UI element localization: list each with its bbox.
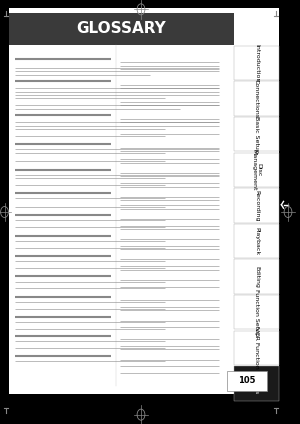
Text: Connections: Connections [254, 79, 259, 118]
Text: Playback: Playback [254, 227, 259, 255]
Bar [234, 331, 279, 365]
Text: 105: 105 [238, 376, 255, 385]
Text: Disc
Management: Disc Management [252, 149, 261, 190]
Text: Recording: Recording [254, 190, 259, 221]
Bar [234, 259, 279, 294]
Text: Others: Others [254, 373, 259, 394]
Bar [234, 81, 279, 116]
Text: GLOSSARY: GLOSSARY [76, 21, 166, 36]
Bar [234, 153, 279, 187]
Bar [234, 46, 279, 80]
Bar [234, 366, 279, 401]
Text: Introduction: Introduction [254, 44, 259, 82]
Bar [234, 117, 279, 151]
Text: Editing: Editing [254, 266, 259, 287]
Text: VCR Function: VCR Function [254, 327, 259, 369]
Bar [234, 295, 279, 329]
Bar [9, 13, 234, 45]
Text: Function Setup: Function Setup [254, 289, 259, 336]
Bar [226, 371, 267, 391]
Bar [234, 188, 279, 223]
Bar [234, 224, 279, 258]
Text: Basic Setup: Basic Setup [254, 116, 259, 153]
